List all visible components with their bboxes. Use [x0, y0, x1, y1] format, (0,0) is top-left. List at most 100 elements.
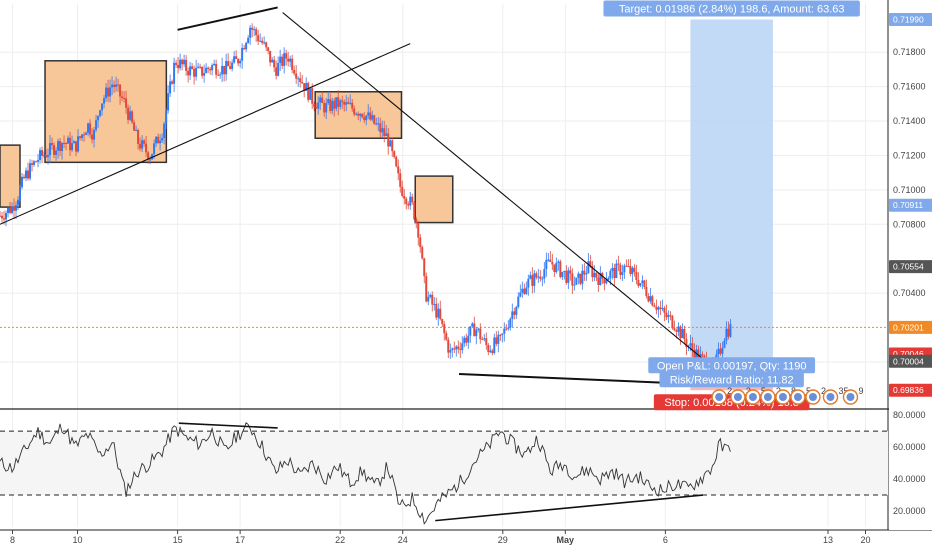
candle-body: [235, 56, 238, 60]
candle-body: [271, 59, 274, 63]
candle-body: [245, 42, 248, 50]
candle-body: [431, 294, 434, 305]
candle-body: [627, 265, 630, 267]
candle-body: [411, 196, 414, 203]
candle-body: [679, 326, 682, 339]
candle-body: [157, 136, 160, 144]
candle-body: [635, 271, 638, 280]
price-badge[interactable]: [889, 383, 932, 397]
candle-body: [551, 262, 554, 265]
candle-body: [359, 113, 362, 116]
candle-body: [577, 273, 580, 278]
price-badge[interactable]: [889, 260, 932, 274]
candle-body: [289, 58, 292, 62]
candle-body: [675, 330, 678, 332]
candle-body: [379, 123, 382, 133]
candle-body: [13, 206, 16, 211]
event-count: 2: [727, 386, 732, 396]
price-tick-label: 0.71600: [893, 82, 926, 92]
candle-body: [371, 115, 374, 120]
candle-body: [461, 343, 464, 350]
candle-body: [623, 265, 626, 273]
candle-body: [593, 272, 596, 278]
candle-body: [135, 130, 138, 132]
candle-body: [107, 87, 110, 97]
candle-body: [511, 311, 514, 319]
candle-body: [639, 283, 642, 286]
candle-body: [645, 286, 648, 297]
candle-body: [177, 64, 180, 69]
candle-body: [349, 102, 352, 104]
candle-body: [39, 150, 42, 160]
time-axis[interactable]: 8 10 15 17 22 24 29 May 6 13 20: [10, 530, 870, 545]
event-count: 9: [858, 386, 863, 396]
candle-body: [523, 288, 526, 294]
price-badge[interactable]: [889, 354, 932, 368]
candle-body: [313, 103, 316, 108]
time-tick-label: 6: [663, 535, 668, 545]
candle-body: [649, 296, 652, 302]
candle-body: [515, 306, 518, 315]
price-tick-label: 0.71400: [893, 116, 926, 126]
price-badge[interactable]: [889, 320, 932, 334]
candle-body: [129, 111, 132, 120]
candle-body: [535, 273, 538, 278]
candle-body: [189, 66, 192, 76]
time-tick-label: 10: [73, 535, 83, 545]
candle-body: [519, 292, 522, 297]
candle-body: [725, 328, 728, 341]
candle-body: [605, 280, 608, 284]
candle-body: [335, 97, 338, 109]
candle-body: [115, 84, 118, 87]
candle-body: [227, 61, 230, 67]
candle-body: [37, 159, 40, 162]
price-badge-label: 0.70554: [893, 262, 924, 272]
candle-body: [499, 334, 502, 336]
candles: [0, 23, 732, 379]
candle-body: [19, 187, 22, 200]
candle-body: [567, 270, 570, 283]
price-badge[interactable]: [889, 198, 932, 212]
candle-body: [369, 112, 372, 120]
candle-body: [537, 276, 540, 278]
candle-body: [353, 108, 356, 115]
candle-body: [619, 264, 622, 275]
candle-body: [233, 56, 236, 63]
rsi-line: [0, 422, 731, 525]
candle-body: [365, 115, 368, 121]
price-badge-label: 0.70046: [893, 349, 924, 359]
candle-body: [263, 42, 266, 44]
candle-body: [391, 140, 394, 152]
candle-body: [67, 137, 70, 144]
candle-body: [729, 324, 732, 337]
candle-body: [485, 338, 488, 346]
candle-body: [327, 99, 330, 103]
candle-body: [299, 78, 302, 83]
candle-body: [127, 107, 130, 120]
candle-body: [457, 346, 460, 349]
rsi-pane: [0, 422, 888, 525]
event-badges[interactable]: 2352852359: [711, 386, 863, 405]
risk-reward-label: Risk/Reward Ratio: 11.82: [670, 374, 794, 386]
candle-body: [363, 117, 366, 121]
candle-body: [673, 328, 676, 331]
rsi-divergence-line: [435, 494, 703, 522]
flag-icon: [748, 393, 757, 401]
candle-body: [45, 155, 48, 158]
price-badge-label: 0.70201: [893, 322, 924, 332]
candle-body: [405, 198, 408, 205]
candle-body: [165, 110, 168, 124]
candle-body: [173, 62, 176, 84]
candle-body: [419, 237, 422, 248]
candle-body: [53, 145, 56, 155]
candle-body: [435, 303, 438, 318]
price-badge[interactable]: [889, 12, 932, 26]
candle-body: [169, 81, 172, 94]
time-tick-label: May: [557, 535, 575, 545]
candle-body: [159, 140, 162, 144]
candle-body: [3, 218, 6, 220]
candle-body: [61, 142, 64, 152]
candle-body: [355, 113, 358, 115]
price-axis[interactable]: 0.71800 0.71600 0.71400 0.71200 0.71000 0.708…: [889, 0, 932, 530]
